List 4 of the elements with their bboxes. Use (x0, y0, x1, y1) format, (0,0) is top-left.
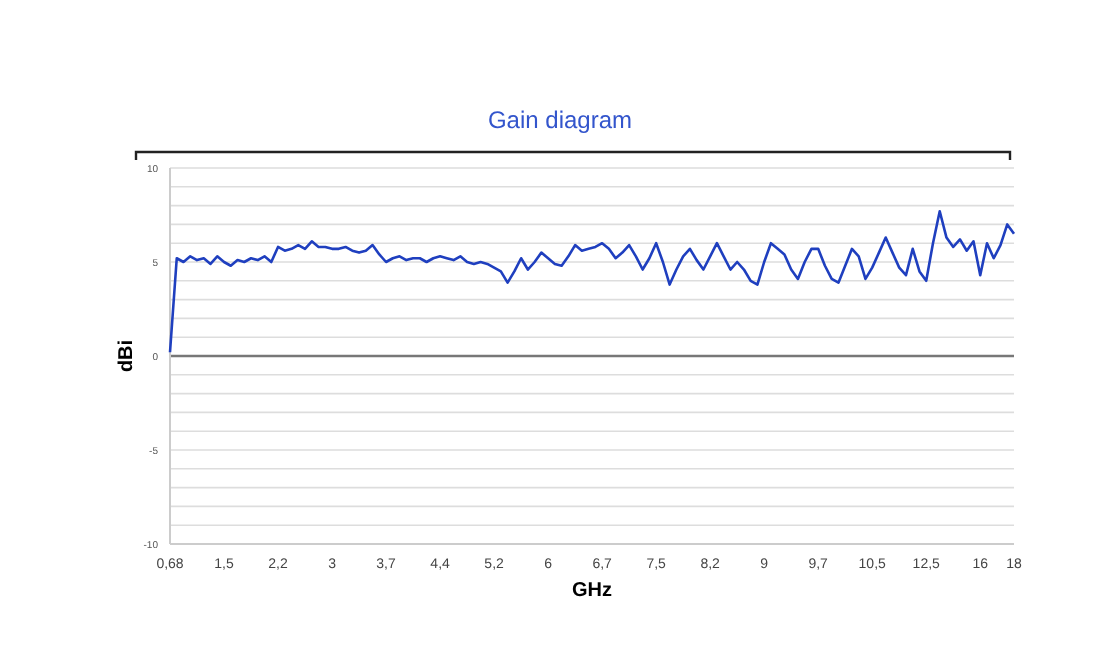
chart-title: Gain diagram (487, 106, 633, 134)
line-series (168, 209, 1016, 354)
x-axis-title: GHz (572, 580, 612, 602)
y-axis-title: dBi (116, 339, 138, 373)
